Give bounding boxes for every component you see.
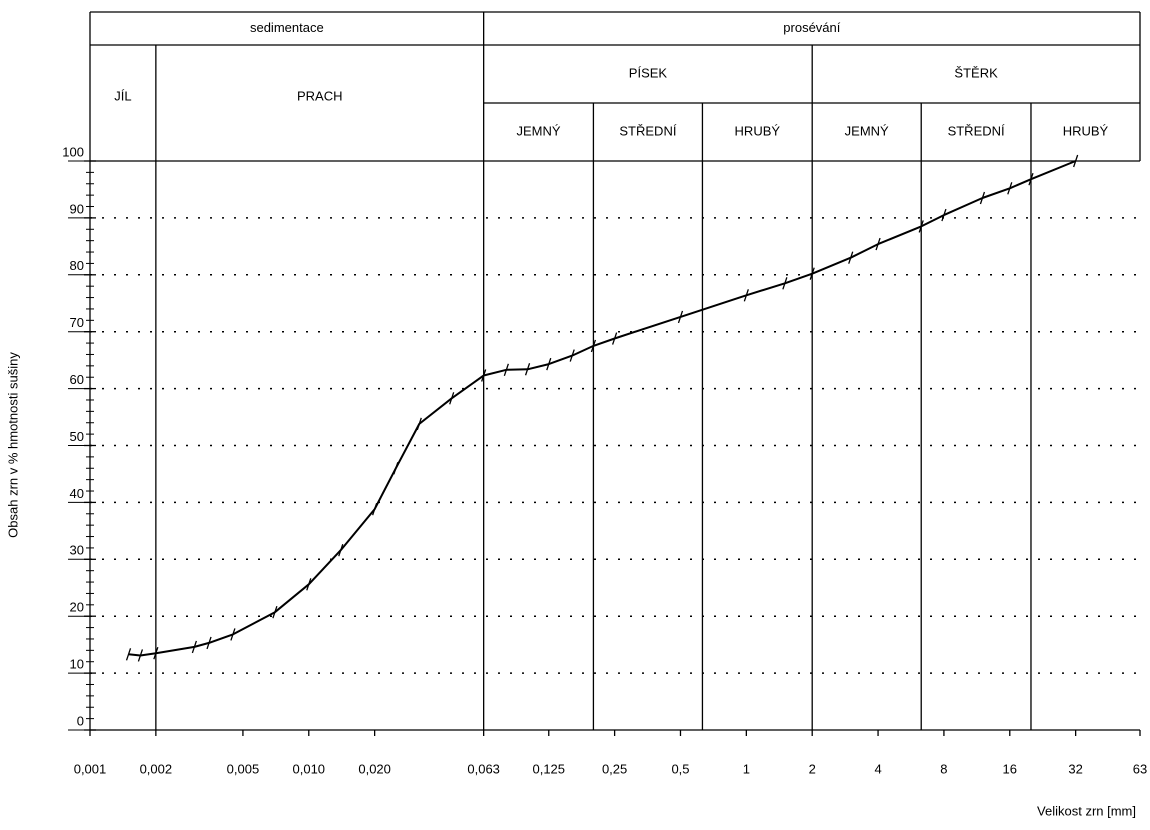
point-marker: [125, 648, 132, 661]
group-label: prosévání: [783, 20, 840, 35]
point-marker: [416, 417, 422, 431]
point-marker: [481, 369, 487, 382]
point-marker: [338, 543, 344, 557]
subclass-label: STŘEDNÍ: [948, 123, 1005, 138]
point-marker: [306, 578, 312, 591]
point-marker: [875, 237, 881, 251]
subclass-label: HRUBÝ: [1063, 123, 1109, 138]
y-tick-label: 0: [77, 713, 84, 728]
y-tick-label: 10: [70, 657, 84, 672]
x-tick-label: 0,005: [227, 761, 260, 776]
point-marker: [979, 191, 986, 205]
y-tick-label: 40: [70, 486, 84, 501]
y-tick-label: 80: [70, 258, 84, 273]
point-marker: [1028, 173, 1034, 186]
point-marker: [941, 208, 947, 222]
subclass-label: JEMNÝ: [517, 123, 561, 138]
x-tick-label: 8: [940, 761, 947, 776]
y-tick-label: 90: [70, 201, 84, 216]
subclass-label: STŘEDNÍ: [619, 123, 676, 138]
class-label: ŠTĚRK: [954, 65, 998, 80]
group-label: sedimentace: [250, 20, 324, 35]
subclass-label: HRUBÝ: [735, 123, 781, 138]
point-marker: [546, 357, 552, 371]
grading-curve: [128, 160, 1076, 657]
x-axis-label: Velikost zrn [mm]: [1037, 803, 1136, 818]
x-tick-label: 0,020: [358, 761, 391, 776]
subclass-label: JEMNÝ: [845, 123, 889, 138]
point-marker: [524, 363, 531, 376]
point-marker: [569, 349, 575, 362]
x-tick-label: 0,5: [671, 761, 689, 776]
point-marker: [848, 251, 854, 264]
y-tick-label: 100: [62, 144, 84, 159]
point-marker: [191, 640, 198, 654]
x-tick-label: 1: [743, 761, 750, 776]
point-marker: [809, 267, 815, 280]
point-marker: [918, 220, 924, 233]
x-tick-label: 0,001: [74, 761, 107, 776]
point-marker: [372, 503, 378, 516]
point-marker: [137, 649, 144, 662]
y-tick-label: 60: [70, 372, 84, 387]
x-tick-label: 4: [874, 761, 881, 776]
point-marker: [449, 392, 455, 405]
class-label: JÍL: [114, 88, 131, 103]
y-tick-label: 50: [70, 429, 84, 444]
y-tick-label: 70: [70, 315, 84, 330]
point-marker: [272, 606, 278, 619]
y-tick-label: 30: [70, 543, 84, 558]
x-tick-label: 32: [1068, 761, 1082, 776]
x-tick-label: 0,010: [293, 761, 326, 776]
class-label: PÍSEK: [629, 65, 668, 80]
x-tick-label: 0,25: [602, 761, 627, 776]
x-tick-label: 2: [809, 761, 816, 776]
point-marker: [743, 289, 749, 302]
x-tick-label: 63: [1133, 761, 1147, 776]
point-marker: [1073, 154, 1079, 168]
class-label: PRACH: [297, 88, 343, 103]
point-marker: [677, 310, 684, 324]
x-tick-label: 0,002: [140, 761, 173, 776]
x-tick-label: 16: [1003, 761, 1017, 776]
point-marker: [206, 636, 212, 650]
point-marker: [230, 628, 236, 641]
x-tick-label: 0,125: [532, 761, 565, 776]
point-marker: [590, 339, 597, 353]
x-tick-label: 0,063: [467, 761, 500, 776]
point-marker: [1007, 182, 1013, 195]
point-marker: [153, 646, 159, 660]
y-tick-label: 20: [70, 600, 84, 615]
point-marker: [612, 332, 618, 345]
point-marker: [782, 277, 788, 290]
point-marker: [503, 363, 509, 377]
y-axis-label: Obsah zrn v % hmotnosti sušiny: [5, 352, 20, 538]
point-marker: [393, 462, 399, 475]
